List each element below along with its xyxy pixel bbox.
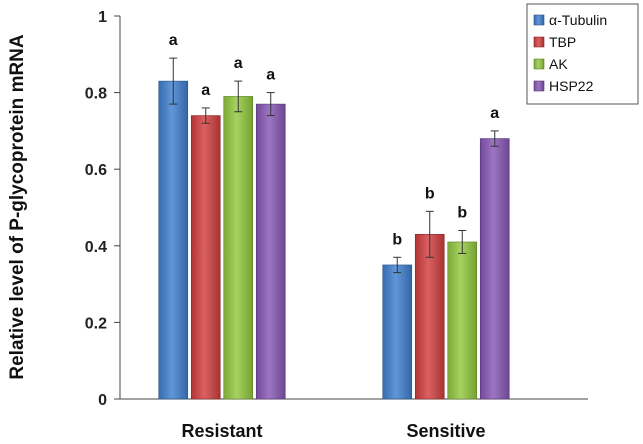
legend-swatch [533, 80, 545, 92]
legend-swatch [533, 58, 545, 70]
category-label: Resistant [181, 421, 262, 441]
legend-label: TBP [549, 34, 576, 50]
legend-label: HSP22 [549, 78, 594, 94]
bar [158, 80, 189, 400]
bar [479, 138, 510, 400]
bars [158, 80, 510, 400]
y-tick-label: 0 [98, 392, 107, 409]
bar [255, 103, 286, 400]
bar [447, 241, 478, 400]
legend-label: α-Tubulin [549, 12, 607, 28]
y-tick-label: 0.8 [85, 86, 107, 103]
significance-labels: a a a a b b b a [169, 32, 500, 248]
bar [190, 115, 221, 400]
y-tick-label: 0.2 [85, 315, 107, 332]
significance-label: b [392, 231, 402, 248]
legend: α-Tubulin TBP AK HSP22 [526, 3, 639, 105]
legend-swatch [533, 14, 545, 26]
bar [223, 96, 254, 400]
legend-box [526, 3, 639, 105]
y-tick-label: 1 [98, 9, 107, 26]
category-labels: Resistant Sensitive [181, 421, 485, 441]
significance-label: a [234, 55, 243, 72]
significance-label: a [169, 32, 178, 49]
bar [382, 264, 413, 400]
bar [414, 234, 445, 400]
significance-label: a [201, 82, 210, 99]
category-label: Sensitive [406, 421, 485, 441]
y-ticks: 0 0.2 0.4 0.6 0.8 1 [85, 9, 120, 409]
significance-label: a [266, 67, 275, 84]
significance-label: a [490, 105, 499, 122]
y-axis-label: Relative level of P-glycoprotein mRNA [7, 34, 28, 380]
legend-swatch [533, 36, 545, 48]
legend-label: AK [549, 56, 568, 72]
y-tick-label: 0.4 [85, 239, 107, 256]
error-bars [169, 57, 499, 274]
significance-label: b [457, 204, 467, 221]
significance-label: b [425, 185, 435, 202]
y-tick-label: 0.6 [85, 162, 107, 179]
